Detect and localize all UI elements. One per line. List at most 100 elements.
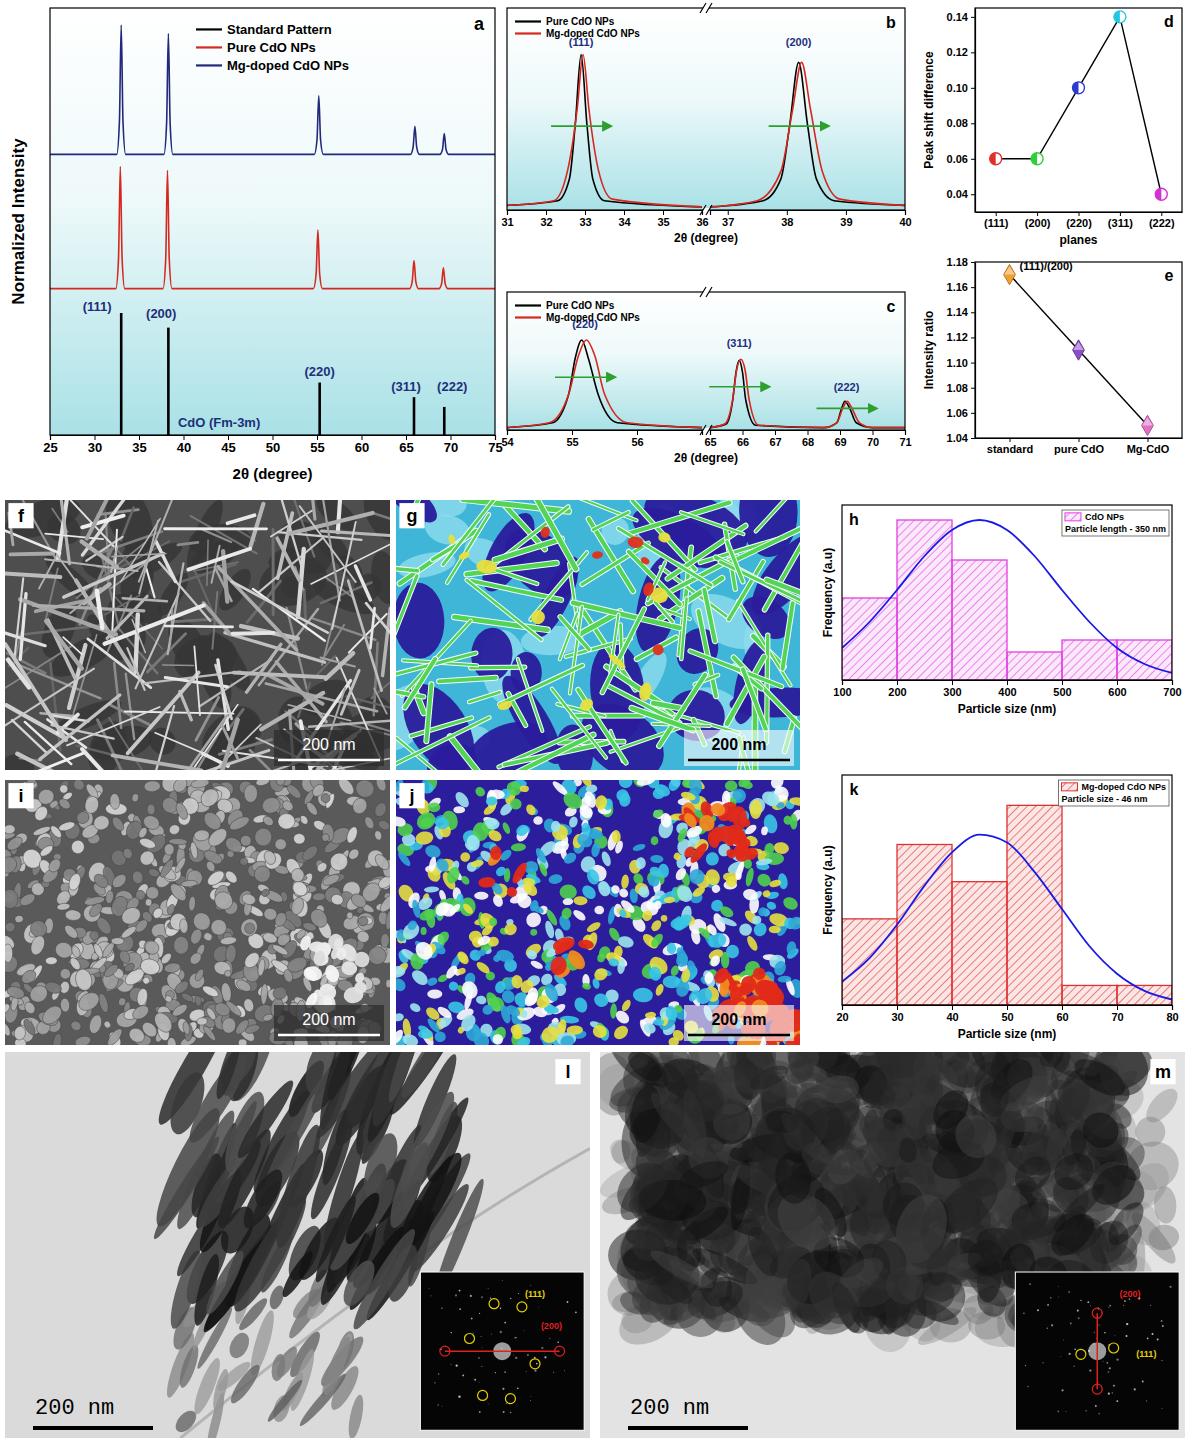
x-axis: 545556 — [501, 430, 702, 448]
tick-label: 0.08 — [947, 117, 968, 129]
texture — [502, 921, 519, 937]
texture — [533, 816, 543, 825]
needle — [322, 500, 339, 600]
texture — [544, 920, 556, 939]
texture — [636, 884, 651, 900]
needle — [218, 567, 296, 650]
texture — [607, 652, 627, 670]
tick: 37 — [722, 210, 734, 228]
texture — [739, 923, 752, 936]
x-axis: 313233343536 — [501, 210, 708, 228]
line — [507, 55, 702, 207]
needle — [439, 678, 496, 682]
plot-frame — [842, 505, 1172, 680]
tick: 1.08 — [947, 382, 975, 394]
needle — [734, 657, 800, 729]
line — [1010, 275, 1148, 426]
texture — [529, 608, 547, 626]
texture — [327, 849, 352, 874]
texture — [300, 843, 320, 863]
texture — [220, 936, 237, 946]
texture — [202, 931, 213, 942]
texture — [97, 992, 110, 1013]
texture — [321, 872, 341, 887]
micrograph-panel: 200 nmj — [386, 772, 812, 1063]
tick-label: 54 — [501, 436, 514, 448]
legend-symbol — [515, 20, 541, 22]
texture — [151, 1009, 176, 1035]
needle — [530, 552, 586, 619]
needle — [396, 717, 489, 765]
needle — [573, 603, 680, 628]
texture — [372, 852, 390, 872]
texture — [89, 930, 99, 940]
panel-letter: d — [1164, 13, 1174, 30]
bar — [318, 383, 321, 435]
texture — [620, 998, 632, 1012]
annotation: (311) — [727, 337, 752, 349]
micrograph-panel: 200 nmi — [0, 771, 399, 1056]
tick-label: 200 — [888, 686, 906, 698]
texture — [62, 923, 80, 941]
tick-mark — [971, 413, 975, 414]
axis-break — [700, 287, 706, 297]
tick-mark — [585, 210, 586, 215]
needle — [573, 713, 643, 719]
micrograph — [5, 500, 390, 770]
tick-label: 65 — [399, 440, 413, 455]
tick: (200) — [1025, 212, 1051, 229]
texture — [356, 911, 377, 932]
needle — [426, 684, 431, 741]
needle — [233, 631, 274, 636]
texture — [118, 997, 127, 1007]
tick-label: 1.10 — [947, 357, 968, 369]
needle — [729, 524, 800, 563]
legend-symbol — [196, 64, 222, 66]
texture — [238, 1039, 247, 1045]
texture — [5, 921, 16, 933]
micrograph — [396, 500, 800, 770]
plot-background — [50, 8, 495, 435]
tick-mark — [897, 680, 898, 685]
texture — [71, 839, 85, 854]
needle — [405, 659, 435, 708]
texture — [777, 975, 791, 982]
texture — [408, 1001, 422, 1013]
needle — [82, 749, 120, 770]
y-axis: 1.041.061.081.101.121.141.161.18 — [947, 256, 976, 444]
needle — [110, 705, 151, 726]
texture — [323, 963, 342, 984]
needle — [500, 665, 583, 704]
tick: 45 — [221, 435, 235, 455]
marker-fill — [1114, 11, 1120, 23]
texture — [271, 943, 289, 957]
texture — [293, 833, 306, 845]
needle — [5, 753, 83, 770]
legend-label: Standard Pattern — [227, 22, 332, 37]
tick: 0.08 — [947, 117, 975, 129]
texture — [169, 838, 188, 845]
axis-line — [843, 681, 1173, 686]
tick: 0.14 — [947, 11, 975, 23]
needle — [123, 598, 167, 601]
texture — [13, 1025, 27, 1041]
texture — [221, 1017, 237, 1035]
micrograph-panel: 200 nmg — [362, 465, 834, 794]
tick: 40 — [899, 210, 911, 228]
tick: 100 — [833, 680, 851, 698]
texture — [19, 968, 38, 987]
annotation: CdO (Fm-3m) — [178, 415, 260, 430]
needle — [163, 664, 194, 666]
needle — [526, 500, 576, 569]
needle — [743, 669, 766, 729]
texture — [73, 967, 94, 992]
texture — [119, 924, 138, 940]
texture — [377, 818, 390, 832]
needle — [469, 692, 500, 702]
texture — [117, 949, 131, 965]
texture — [260, 888, 271, 898]
tick-mark — [637, 430, 638, 435]
needle — [82, 541, 118, 567]
texture — [137, 826, 149, 839]
texture — [193, 829, 210, 841]
